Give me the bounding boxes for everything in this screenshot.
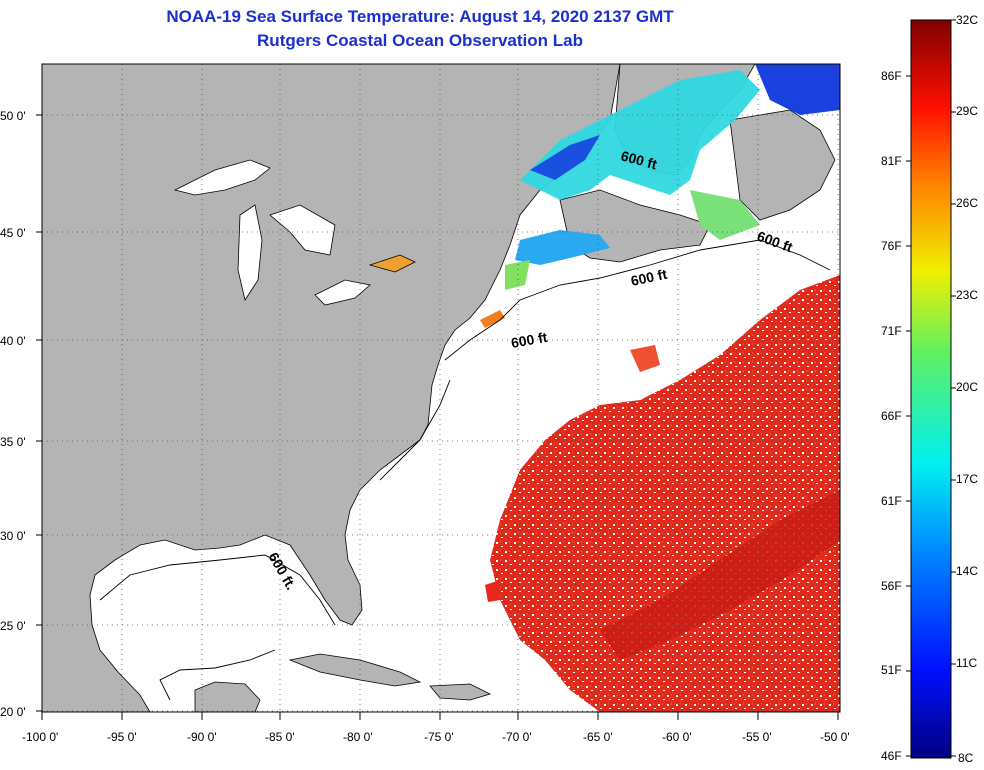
lon-axis-labels: -100 0' -95 0' -90 0' -85 0' -80 0' -75 … xyxy=(22,730,850,744)
fahrenheit-label: 71F xyxy=(881,324,902,338)
contour-label: 600 ft xyxy=(510,329,549,351)
lon-label: -75 0' xyxy=(424,730,454,744)
map-subtitle: Rutgers Coastal Ocean Observation Lab xyxy=(257,31,583,50)
celsius-label: 29C xyxy=(956,104,978,118)
land-north-america xyxy=(42,64,621,712)
celsius-label: 20C xyxy=(956,380,978,394)
land-cuba xyxy=(288,653,422,687)
lon-label: -80 0' xyxy=(343,730,373,744)
fahrenheit-label: 56F xyxy=(881,579,902,593)
colorbar xyxy=(910,19,952,759)
fahrenheit-label: 76F xyxy=(881,239,902,253)
celsius-label: 14C xyxy=(956,564,978,578)
isobath-600ft xyxy=(99,239,831,701)
lat-axis-labels: 50 0' 45 0' 40 0' 35 0' 30 0' 25 0' 20 0… xyxy=(0,109,26,719)
colorbar-fahrenheit-labels: 86F 81F 76F 71F 66F 61F 56F 51F 46F xyxy=(881,69,902,763)
contour-label: 600 ft xyxy=(629,266,668,289)
celsius-label: 32C xyxy=(956,13,978,27)
land-newfoundland xyxy=(729,109,836,221)
celsius-label: 17C xyxy=(956,472,978,486)
fahrenheit-label: 61F xyxy=(881,494,902,508)
fahrenheit-label: 81F xyxy=(881,154,902,168)
lat-label: 45 0' xyxy=(0,226,26,240)
lon-label: -70 0' xyxy=(502,730,532,744)
fahrenheit-label: 46F xyxy=(881,749,902,763)
celsius-label: 26C xyxy=(956,196,978,210)
great-lakes xyxy=(173,159,416,306)
lon-label: -90 0' xyxy=(187,730,217,744)
lat-label: 40 0' xyxy=(0,334,26,348)
map-area xyxy=(42,64,840,712)
fahrenheit-label: 51F xyxy=(881,663,902,677)
map-frame xyxy=(41,63,841,713)
colorbar-ticks xyxy=(906,19,956,757)
lat-label: 30 0' xyxy=(0,529,26,543)
lon-label: -50 0' xyxy=(820,730,850,744)
lat-label: 35 0' xyxy=(0,435,26,449)
map-title: NOAA-19 Sea Surface Temperature: August … xyxy=(166,7,674,26)
lon-label: -100 0' xyxy=(22,730,58,744)
lon-label: -85 0' xyxy=(265,730,295,744)
colorbar-celsius-labels: 32C 29C 26C 23C 20C 17C 14C 11C 8C xyxy=(956,13,978,765)
lon-label: -60 0' xyxy=(662,730,692,744)
lat-label: 20 0' xyxy=(0,705,26,719)
lat-label: 25 0' xyxy=(0,619,26,633)
celsius-label: 23C xyxy=(956,288,978,302)
land-yucatan xyxy=(194,681,261,712)
warm-water xyxy=(485,275,840,712)
graticule xyxy=(42,64,840,712)
lon-label: -55 0' xyxy=(742,730,772,744)
fahrenheit-label: 86F xyxy=(881,69,902,83)
celsius-label: 8C xyxy=(958,751,974,765)
lon-label: -65 0' xyxy=(583,730,613,744)
fahrenheit-label: 66F xyxy=(881,409,902,423)
land-hispaniola xyxy=(429,683,492,701)
lat-label: 50 0' xyxy=(0,109,26,123)
celsius-label: 11C xyxy=(956,656,977,670)
lon-label: -95 0' xyxy=(107,730,137,744)
